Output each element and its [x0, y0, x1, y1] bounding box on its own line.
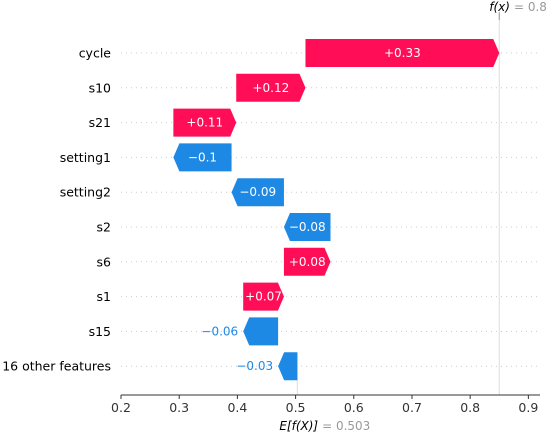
feature-label: s21 — [89, 115, 111, 130]
reference-lines — [296, 12, 500, 395]
x-tick-label: 0.7 — [402, 400, 422, 415]
bar-value-label: −0.03 — [236, 359, 273, 373]
bar-value-label: +0.11 — [186, 116, 223, 130]
bar-value-label: +0.33 — [384, 46, 421, 60]
x-tick-label: 0.6 — [344, 400, 364, 415]
bar-s6 — [283, 247, 331, 276]
x-tick-label: 0.4 — [227, 400, 247, 415]
feature-label: s15 — [89, 324, 111, 339]
bar-value-label: +0.12 — [252, 81, 289, 95]
bar-s1 — [243, 282, 284, 311]
output-value-func: f(x) — [489, 0, 510, 14]
x-axis: 0.2 0.3 0.4 0.5 0.6 0.7 0.8 0.9 — [111, 394, 540, 415]
bar-16-other-features — [278, 352, 298, 381]
bar-value-label: −0.1 — [188, 150, 217, 164]
bar-setting2 — [231, 178, 284, 207]
bar-s21 — [173, 108, 237, 137]
bar-value-label: −0.08 — [289, 220, 326, 234]
base-value-func: E[f(X)] — [279, 419, 318, 433]
bar-value-label: +0.07 — [245, 290, 282, 304]
feature-label: s6 — [97, 254, 112, 269]
bar-cycle — [305, 39, 500, 67]
value-annotations: f(x) = 0.85 E[f(X)] = 0.503 — [279, 0, 546, 433]
feature-label: s1 — [97, 289, 111, 304]
feature-label: setting2 — [60, 185, 111, 200]
bar-s10 — [236, 73, 306, 102]
feature-labels: cycle s10 s21 setting1 setting2 s2 s6 s1 s15 16 o… — [2, 46, 111, 374]
base-value-text: = 0.503 — [322, 419, 370, 433]
bar-value-label: +0.08 — [289, 255, 326, 269]
feature-label: setting1 — [60, 150, 111, 165]
bars: +0.33 +0.12 +0.11 −0.1 −0.09 −0.08 +0.08 +0.07 −… — [173, 39, 500, 381]
row-gridlines — [121, 52, 540, 367]
x-tick-label: 0.8 — [460, 400, 480, 415]
x-tick-label: 0.5 — [286, 400, 306, 415]
bar-s15 — [243, 317, 279, 346]
bar-setting1 — [173, 143, 232, 172]
bar-s2 — [283, 213, 331, 241]
output-value-annotation: f(x) = 0.85 — [489, 0, 546, 14]
bar-value-label: −0.06 — [201, 324, 238, 338]
base-value-annotation: E[f(X)] = 0.503 — [279, 419, 370, 433]
bar-value-label: −0.09 — [239, 185, 276, 199]
feature-label: s10 — [89, 80, 111, 95]
feature-label: 16 other features — [2, 359, 111, 374]
x-tick-label: 0.2 — [111, 400, 131, 415]
x-tick-label: 0.9 — [518, 400, 538, 415]
feature-label: s2 — [97, 220, 111, 235]
feature-label: cycle — [79, 46, 112, 61]
output-value-text: = 0.85 — [514, 0, 546, 14]
x-tick-label: 0.3 — [169, 400, 189, 415]
